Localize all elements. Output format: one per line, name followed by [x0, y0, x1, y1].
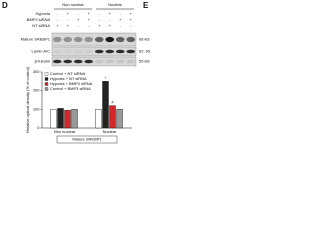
row-label: Mature SREBP1 [21, 37, 51, 42]
sign: - [78, 23, 80, 28]
legend-label: Hypoxia + NT siRNA [50, 76, 87, 81]
band [94, 49, 104, 54]
y-tick-label: 300 [33, 69, 40, 74]
y-tick-label: 100 [33, 106, 40, 111]
legend-swatch [44, 72, 49, 76]
row-label: β-tubulin [35, 59, 50, 64]
band [73, 36, 83, 43]
bar [102, 81, 109, 129]
bar [64, 110, 71, 129]
sign: - [109, 17, 111, 22]
bar [95, 109, 102, 129]
band [63, 49, 73, 54]
group-label: Non nuclear [62, 2, 84, 7]
sign: - [57, 11, 59, 16]
sign: + [67, 11, 70, 16]
sign: - [120, 23, 122, 28]
x-tick-label: Non nuclear [54, 129, 76, 134]
band [73, 49, 83, 54]
blot-strip [51, 56, 137, 67]
sign: - [130, 23, 132, 28]
band [105, 36, 115, 43]
band [52, 59, 62, 64]
x-axis-label: Mature SREBP1 [72, 137, 102, 142]
legend-label: Hypoxia + BMP3 siRNA [50, 81, 93, 86]
panel-label: E [143, 1, 149, 10]
band [52, 49, 62, 54]
sign: + [77, 17, 80, 22]
sign: - [57, 17, 59, 22]
band [84, 49, 94, 54]
y-axis-label: Relative optical density (% of control) [25, 66, 30, 132]
legend-label: Control + BMP3 siRNA [50, 86, 91, 91]
x-tick-label: Nuclear [103, 129, 117, 134]
sign: - [67, 17, 69, 22]
band [52, 36, 62, 43]
condition-label: BMP3 siRNA [27, 17, 51, 22]
band [94, 36, 104, 43]
bar [50, 109, 57, 129]
sign: - [99, 17, 101, 22]
sign: + [88, 11, 91, 16]
band [115, 49, 125, 54]
band [94, 59, 104, 64]
band [84, 59, 94, 64]
annotation: # [111, 100, 114, 105]
group-label: Nuclear [108, 2, 122, 7]
legend-swatch [44, 82, 49, 86]
row-label: Lamin A/C [32, 49, 51, 54]
sign: + [88, 17, 91, 22]
blot-strip [51, 46, 137, 57]
sign: - [99, 11, 101, 16]
legend-swatch [44, 77, 49, 81]
sign: + [98, 23, 101, 28]
bar [71, 109, 78, 129]
y-tick-label: 0 [37, 125, 40, 130]
blot-strip [51, 32, 137, 47]
sign: + [109, 11, 112, 16]
legend-swatch [44, 87, 49, 91]
band [105, 49, 115, 54]
panel-label: D [2, 1, 8, 10]
size-label: 68 kDa [139, 37, 150, 42]
sign: - [88, 23, 90, 28]
condition-label: Hypoxia [36, 11, 51, 16]
sign: + [130, 17, 133, 22]
band [126, 59, 136, 64]
sign: + [130, 11, 133, 16]
band [63, 36, 73, 43]
bar [116, 109, 123, 129]
annotation: * [105, 75, 107, 80]
size-label: 55 kDa [139, 59, 150, 64]
bar [109, 105, 116, 129]
condition-label: NT siRNA [32, 23, 50, 28]
sign: + [109, 23, 112, 28]
sign: + [56, 23, 59, 28]
sign: - [78, 11, 80, 16]
band [126, 49, 136, 54]
legend-label: Control + NT siRNA [50, 71, 85, 76]
sign: + [67, 23, 70, 28]
band [63, 59, 73, 64]
band [105, 59, 115, 64]
x-label-box [56, 135, 118, 144]
band [115, 36, 125, 43]
y-tick-label: 200 [33, 88, 40, 93]
band [115, 59, 125, 64]
band [126, 36, 136, 43]
sign: - [120, 11, 122, 16]
size-label: 62, 69 kDa [139, 49, 150, 54]
bar [57, 108, 64, 129]
sign: + [119, 17, 122, 22]
band [84, 36, 94, 43]
band [73, 59, 83, 64]
